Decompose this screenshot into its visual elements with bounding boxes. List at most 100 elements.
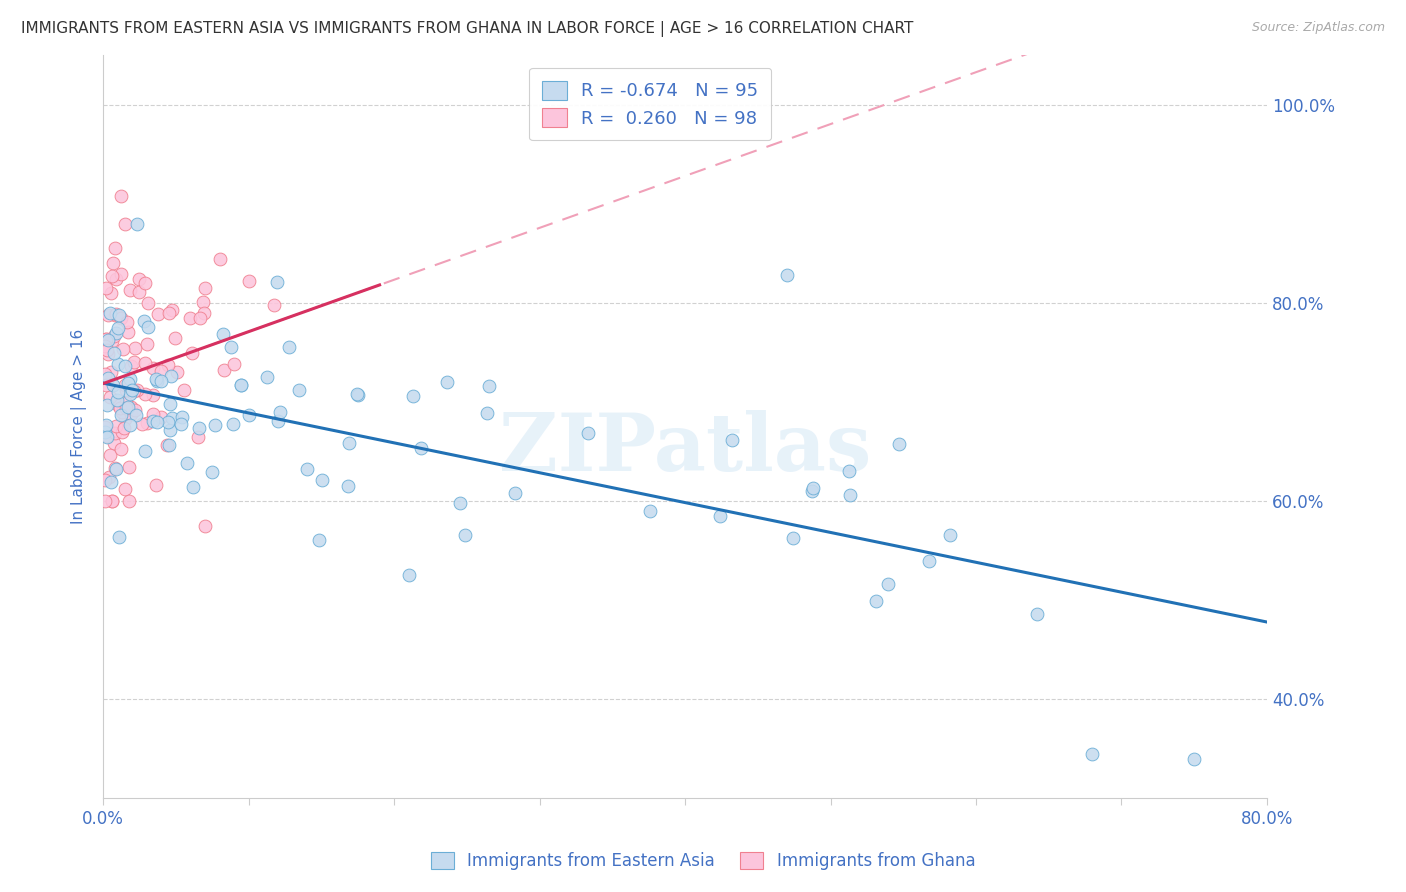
Point	[263, 298, 285, 312]
Point	[222, 417, 245, 432]
Point	[187, 429, 209, 443]
Point	[160, 411, 183, 425]
Point	[776, 268, 799, 282]
Point	[103, 329, 125, 343]
Point	[190, 311, 212, 326]
Point	[101, 377, 124, 392]
Point	[124, 384, 146, 399]
Point	[107, 384, 129, 399]
Point	[104, 419, 127, 434]
Point	[97, 470, 120, 484]
Point	[93, 494, 115, 508]
Point	[477, 406, 499, 420]
Point	[1182, 751, 1205, 765]
Point	[134, 356, 156, 370]
Point	[115, 315, 138, 329]
Point	[97, 308, 120, 322]
Point	[1026, 607, 1049, 622]
Point	[166, 365, 188, 379]
Point	[150, 409, 173, 424]
Point	[142, 360, 165, 375]
Point	[181, 346, 204, 360]
Point	[159, 306, 181, 320]
Point	[160, 302, 183, 317]
Point	[100, 286, 122, 301]
Point	[114, 377, 136, 392]
Point	[194, 518, 217, 533]
Point	[104, 308, 127, 322]
Point	[709, 508, 731, 523]
Point	[638, 504, 661, 518]
Y-axis label: In Labor Force | Age > 16: In Labor Force | Age > 16	[72, 329, 87, 524]
Point	[135, 337, 157, 351]
Point	[179, 310, 201, 325]
Point	[125, 408, 148, 422]
Legend: R = -0.674   N = 95, R =  0.260   N = 98: R = -0.674 N = 95, R = 0.260 N = 98	[529, 68, 772, 140]
Point	[103, 435, 125, 450]
Point	[115, 401, 138, 415]
Point	[212, 326, 235, 341]
Point	[176, 456, 198, 470]
Point	[118, 459, 141, 474]
Point	[801, 481, 824, 495]
Point	[107, 357, 129, 371]
Text: IMMIGRANTS FROM EASTERN ASIA VS IMMIGRANTS FROM GHANA IN LABOR FORCE | AGE > 16 : IMMIGRANTS FROM EASTERN ASIA VS IMMIGRAN…	[21, 21, 914, 37]
Point	[145, 478, 167, 492]
Point	[208, 252, 231, 266]
Point	[212, 363, 235, 377]
Point	[111, 405, 134, 419]
Point	[436, 375, 458, 389]
Point	[782, 531, 804, 545]
Text: ZIPatlas: ZIPatlas	[499, 410, 872, 488]
Point	[238, 274, 260, 288]
Point	[193, 306, 215, 320]
Point	[93, 425, 115, 439]
Point	[124, 355, 146, 369]
Point	[120, 284, 142, 298]
Point	[93, 367, 115, 381]
Point	[120, 418, 142, 433]
Point	[127, 217, 149, 231]
Point	[103, 346, 125, 360]
Point	[308, 533, 330, 547]
Point	[118, 494, 141, 508]
Point	[865, 594, 887, 608]
Point	[347, 388, 370, 402]
Point	[170, 417, 193, 432]
Point	[134, 276, 156, 290]
Point	[142, 388, 165, 402]
Point	[221, 340, 243, 354]
Point	[114, 412, 136, 426]
Point	[96, 430, 118, 444]
Point	[134, 387, 156, 401]
Point	[222, 357, 245, 371]
Point	[142, 407, 165, 421]
Point	[449, 496, 471, 510]
Point	[346, 387, 368, 401]
Point	[229, 377, 252, 392]
Point	[108, 530, 131, 544]
Point	[889, 437, 911, 451]
Point	[297, 462, 319, 476]
Point	[398, 568, 420, 582]
Point	[576, 425, 599, 440]
Point	[97, 347, 120, 361]
Point	[337, 436, 360, 450]
Point	[135, 416, 157, 430]
Point	[114, 217, 136, 231]
Point	[93, 473, 115, 487]
Point	[181, 480, 204, 494]
Point	[238, 408, 260, 422]
Point	[98, 390, 121, 404]
Point	[229, 378, 252, 392]
Point	[159, 423, 181, 437]
Point	[111, 342, 134, 356]
Point	[131, 417, 153, 432]
Point	[337, 479, 360, 493]
Point	[157, 416, 180, 430]
Point	[204, 418, 226, 433]
Point	[120, 407, 142, 421]
Point	[150, 364, 173, 378]
Point	[201, 465, 224, 479]
Point	[114, 396, 136, 410]
